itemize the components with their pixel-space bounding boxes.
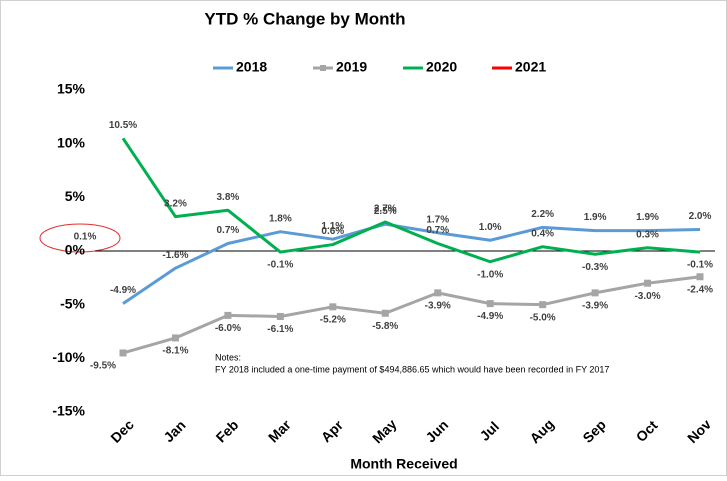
data-label: 2.5% [374,206,397,217]
y-tick-label: 15% [57,81,86,97]
data-label: 1.1% [321,221,344,232]
data-label: 0.7% [426,225,449,236]
highlight-ellipse [39,223,121,253]
note: Notes: [215,352,241,362]
data-label: 3.2% [164,198,187,209]
series-line [122,275,701,355]
data-label: -8.1% [162,346,188,357]
series-line [121,137,701,264]
data-label: -1.6% [162,250,188,261]
legend-label: 2019 [336,59,367,75]
data-label: 0.6% [321,226,344,237]
data-label: 0.7% [217,225,240,236]
data-label: -9.5% [90,361,116,372]
data-label: -5.8% [372,321,398,332]
point-marker [329,303,337,311]
data-label: 1.9% [584,212,607,223]
data-label: -1.0% [477,269,503,280]
point-marker [224,311,232,319]
data-label: -0.1% [267,260,293,271]
point-marker [591,289,599,297]
legend-label: 2021 [515,59,546,75]
data-label: -2.4% [687,284,713,295]
data-label: -6.0% [215,323,241,334]
data-label: -3.9% [582,301,608,312]
legend-label: 2020 [426,59,457,75]
note: FY 2018 included a one-time payment of $… [215,364,609,374]
series-line [122,222,701,305]
y-tick-label: -15% [52,403,85,419]
point-marker [486,300,494,308]
data-label: -0.1% [687,260,713,271]
legend-marker [320,65,326,71]
y-tick-label: 5% [65,188,86,204]
y-tick-label: 10% [57,134,86,150]
data-label: -0.3% [582,262,608,273]
data-label: 0.4% [531,228,554,239]
data-label: 1.8% [269,213,292,224]
x-axis-title: Month Received [350,456,457,472]
data-label: 2.7% [374,204,397,215]
data-label: -3.9% [425,301,451,312]
y-tick-label: -5% [60,295,85,311]
data-label: -6.1% [267,324,293,335]
point-marker [119,349,127,357]
data-label: 0.3% [636,229,659,240]
point-marker [696,273,704,281]
data-label: 1.0% [479,222,502,233]
data-label: -4.9% [477,311,503,322]
point-marker [539,301,547,309]
data-label: 0.1% [74,232,97,243]
data-label: 1.9% [636,212,659,223]
data-label: -5.2% [320,314,346,325]
data-label: -5.0% [530,312,556,323]
data-label: -3.0% [634,291,660,302]
data-label: 10.5% [109,120,137,131]
data-label: 2.0% [689,211,712,222]
y-tick-label: 0% [65,242,86,258]
point-marker [171,334,179,342]
chart-title: YTD % Change by Month [204,9,405,28]
data-label: -4.9% [110,285,136,296]
point-marker [644,279,652,287]
point-marker [381,309,389,317]
data-label: 2.2% [531,209,554,220]
y-tick-label: -10% [52,349,85,365]
data-label: 3.8% [217,192,240,203]
legend-label: 2018 [236,59,267,75]
data-label: 1.7% [426,214,449,225]
point-marker [276,312,284,320]
point-marker [434,289,442,297]
